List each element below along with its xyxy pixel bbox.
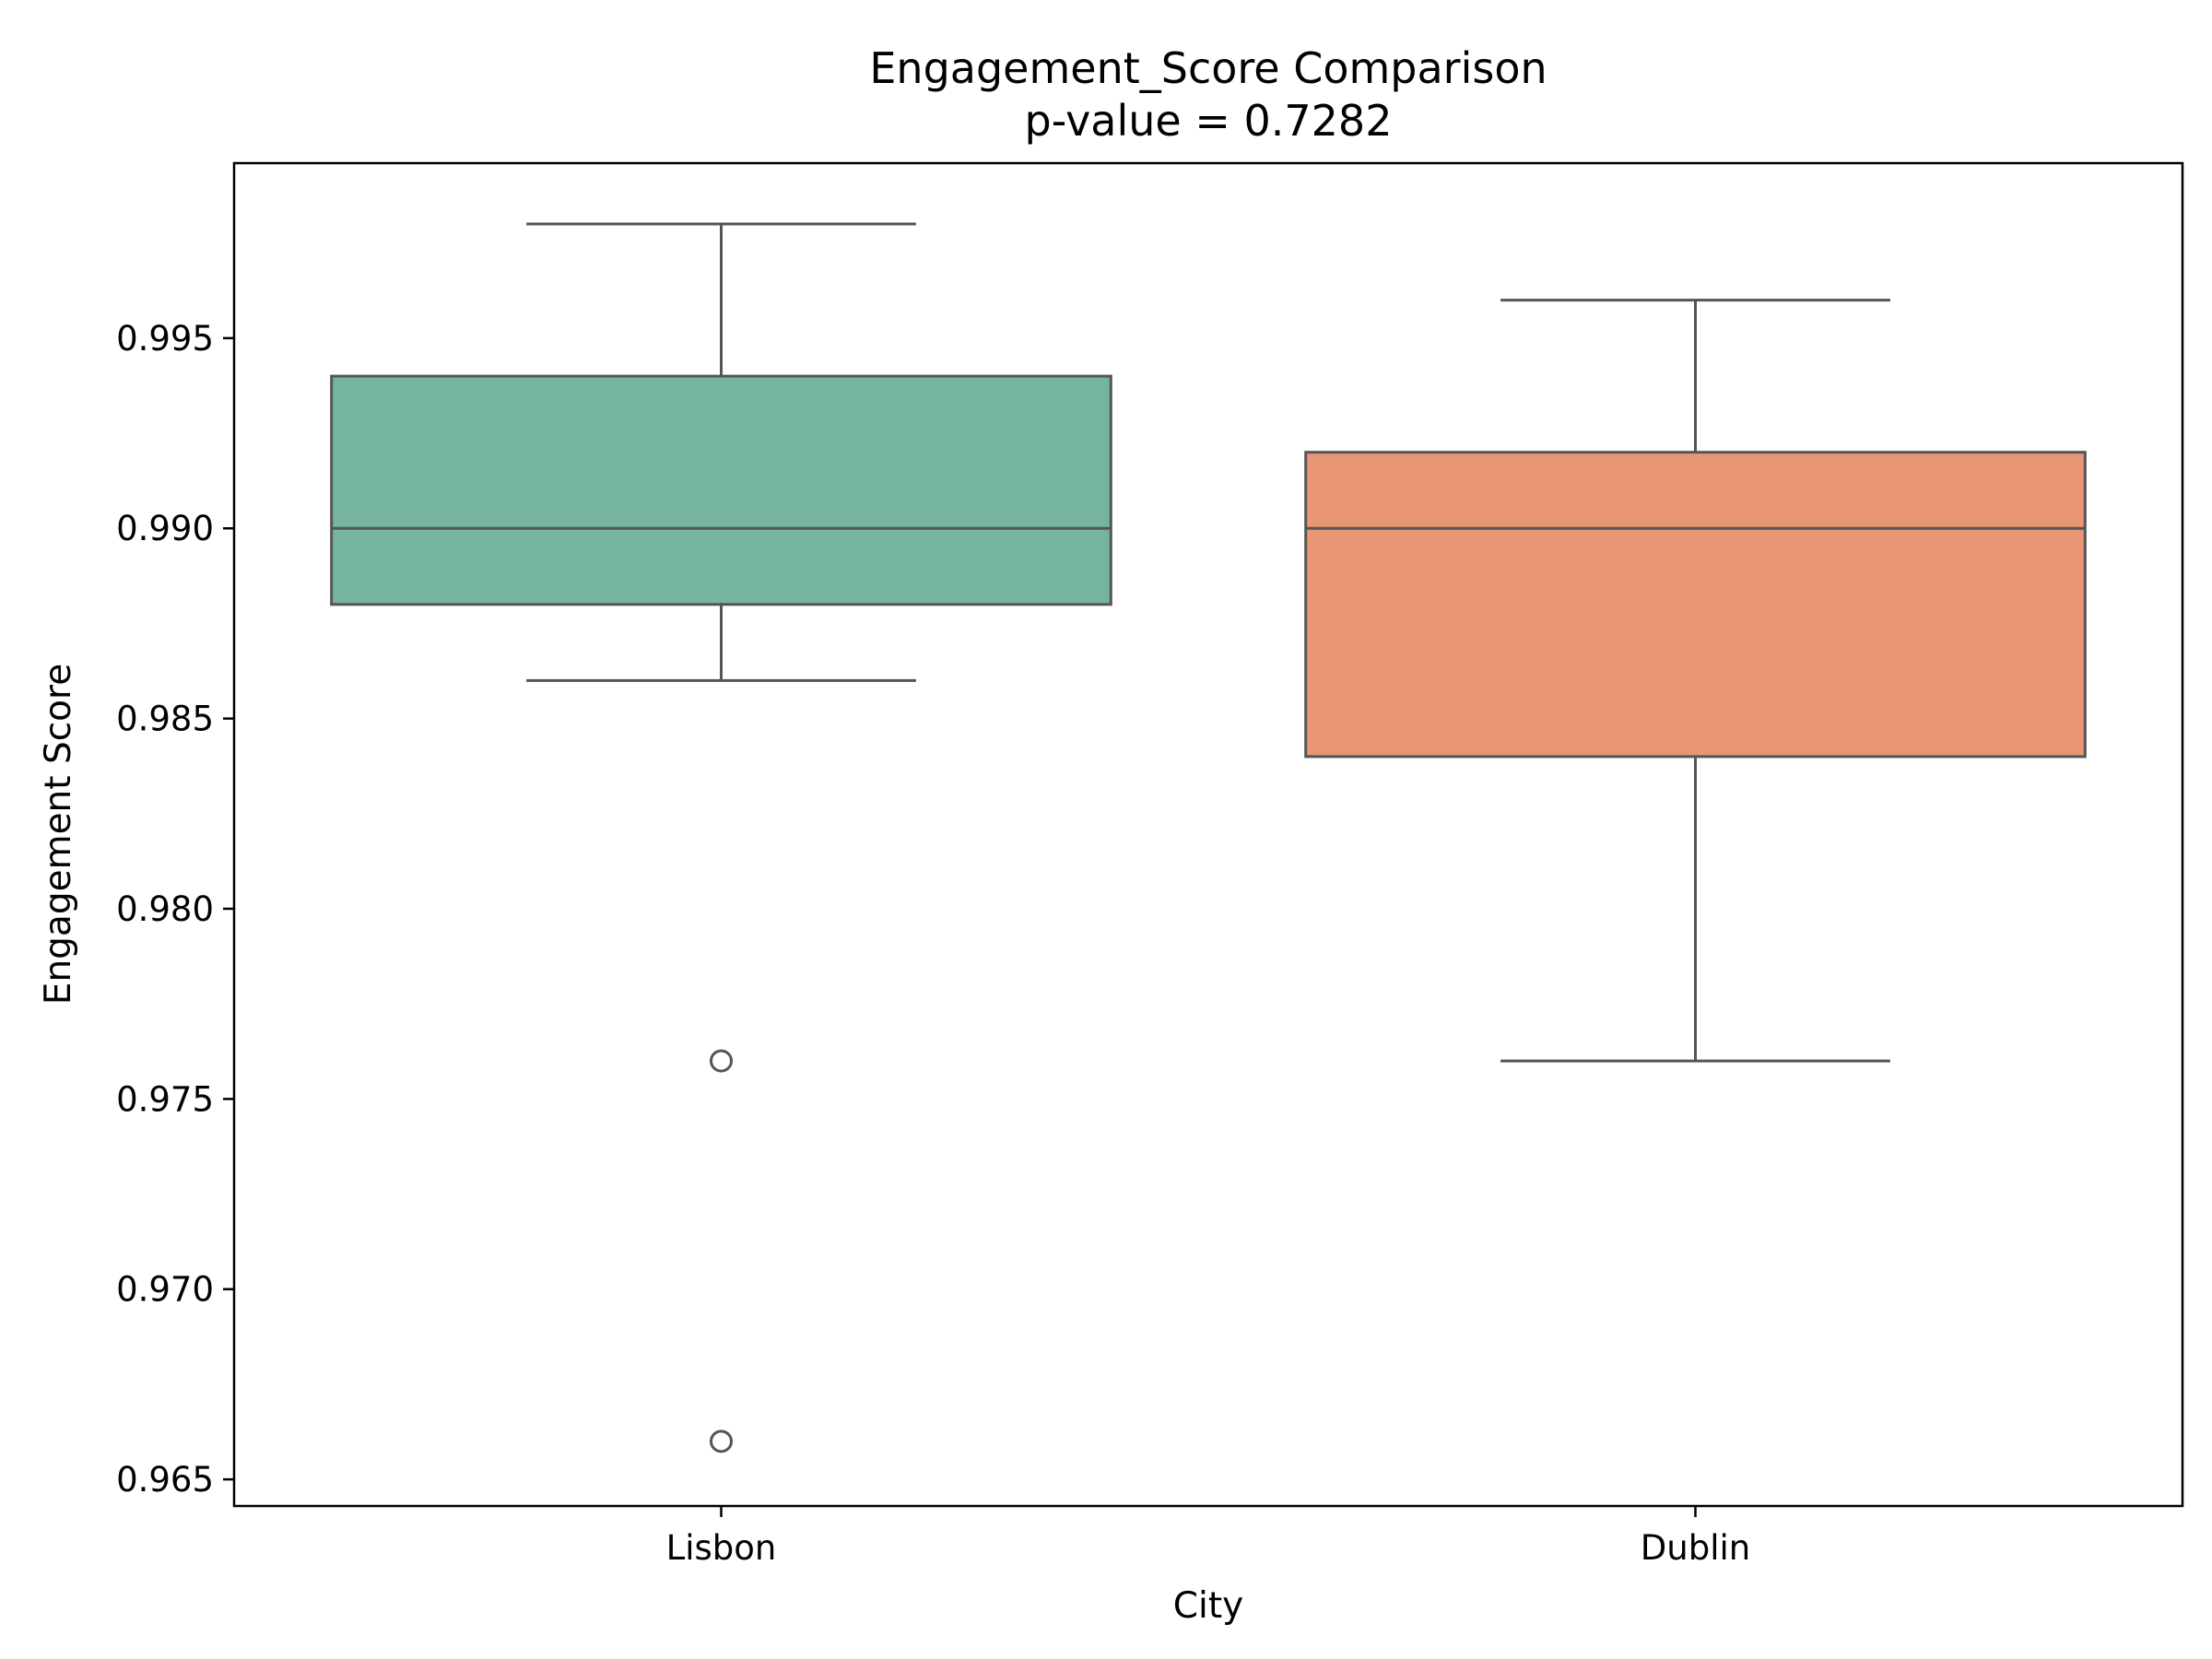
y-tick-label: 0.995 <box>116 319 214 359</box>
y-axis: 0.965 0.970 0.975 0.980 0.985 0.990 0.995 <box>116 319 234 1500</box>
outlier-point-lisbon <box>710 1430 733 1453</box>
x-tick-label-dublin: Dublin <box>1641 1528 1750 1568</box>
iqr-box-dublin <box>1304 451 2087 759</box>
chart-title: Engagement_Score Comparison <box>869 43 1547 93</box>
x-axis-label: City <box>1173 1585 1243 1627</box>
y-tick-label: 0.980 <box>116 889 214 929</box>
y-axis-label: Engagement Score <box>38 664 79 1005</box>
x-axis: Lisbon Dublin <box>666 1506 1750 1568</box>
box-group-lisbon <box>330 222 1112 1453</box>
chart-subtitle: p-value = 0.7282 <box>1025 96 1393 146</box>
y-tick-label: 0.985 <box>116 700 214 739</box>
iqr-box-lisbon <box>330 374 1112 606</box>
boxes-layer <box>330 222 2087 1453</box>
y-tick-label: 0.975 <box>116 1079 214 1119</box>
plot-area-frame <box>232 161 2184 1508</box>
y-tick-label: 0.970 <box>116 1270 214 1310</box>
box-group-dublin <box>1304 299 2087 1063</box>
y-tick-label: 0.965 <box>116 1460 214 1500</box>
y-tick-label: 0.990 <box>116 509 214 548</box>
outlier-point-lisbon <box>710 1049 733 1073</box>
x-tick-label-lisbon: Lisbon <box>666 1528 777 1568</box>
